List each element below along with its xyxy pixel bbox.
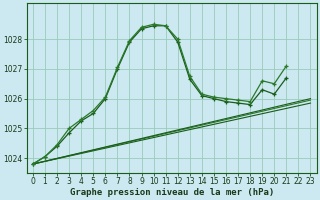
X-axis label: Graphe pression niveau de la mer (hPa): Graphe pression niveau de la mer (hPa) — [69, 188, 274, 197]
